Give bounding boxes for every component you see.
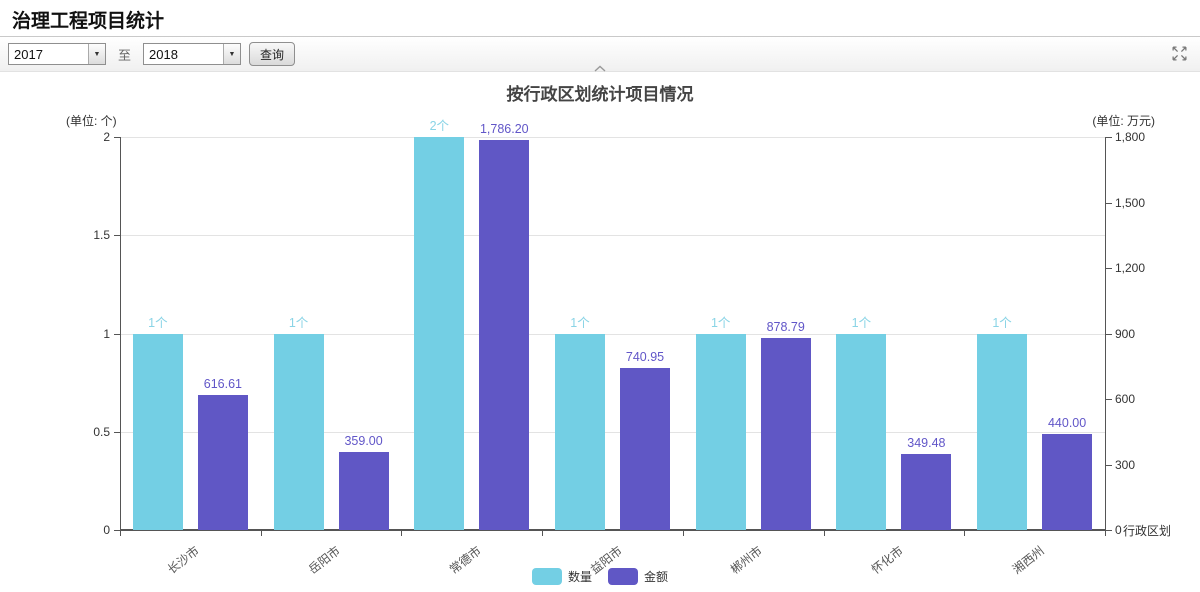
left-axis-unit-label: (单位: 个) bbox=[66, 114, 117, 128]
chart-legend: 数量 金额 bbox=[0, 568, 1200, 585]
right-axis-tick-label: 300 bbox=[1115, 457, 1136, 472]
x-axis-tick bbox=[964, 530, 966, 536]
right-axis-tick bbox=[1106, 464, 1112, 466]
chevron-down-icon[interactable]: ▼ bbox=[223, 44, 241, 64]
bar-数量-湘西州[interactable] bbox=[977, 333, 1028, 530]
x-axis-tick bbox=[401, 530, 403, 536]
legend-item-金额[interactable]: 金额 bbox=[608, 568, 668, 585]
right-axis-tick bbox=[1106, 202, 1112, 204]
bar-数量-益阳市[interactable] bbox=[555, 333, 605, 530]
bar-value-label: 1,786.20 bbox=[479, 122, 529, 136]
legend-item-数量[interactable]: 数量 bbox=[531, 568, 592, 585]
bar-金额-益阳市[interactable] bbox=[620, 368, 670, 530]
bar-value-label: 740.95 bbox=[625, 350, 665, 365]
bar-value-label: 1个 bbox=[288, 315, 309, 330]
bar-value-label: 349.48 bbox=[907, 435, 946, 450]
left-axis-tick bbox=[114, 137, 120, 138]
right-axis-tick bbox=[1106, 333, 1112, 335]
year-to-value: 2018 bbox=[149, 46, 178, 62]
page-header: 治理工程项目统计 bbox=[0, 0, 1200, 37]
legend-swatch bbox=[608, 568, 638, 585]
left-axis-tick bbox=[114, 235, 120, 237]
to-label: 至 bbox=[118, 47, 132, 63]
left-axis-tick-label: 0.5 bbox=[93, 424, 110, 439]
x-axis-tick bbox=[260, 530, 262, 536]
left-axis-tick-label: 2 bbox=[103, 130, 110, 144]
right-axis-tick-label: 1,800 bbox=[1115, 130, 1146, 144]
bar-value-label: 878.79 bbox=[766, 320, 805, 335]
left-axis-tick-label: 1.5 bbox=[93, 228, 110, 243]
right-axis-tick bbox=[1106, 530, 1112, 531]
chart-title: 按行政区划统计项目情况 bbox=[506, 85, 694, 104]
bar-value-label: 616.61 bbox=[203, 377, 242, 392]
right-axis-tick bbox=[1106, 399, 1112, 400]
left-axis-tick bbox=[114, 333, 120, 335]
right-axis-tick-label: 1,200 bbox=[1115, 261, 1146, 275]
x-axis-name: 行政区划 bbox=[1123, 524, 1172, 538]
x-axis-tick bbox=[682, 530, 684, 536]
bar-数量-怀化市[interactable] bbox=[836, 333, 887, 530]
bar-金额-湘西州[interactable] bbox=[1042, 433, 1093, 530]
bar-value-label: 2个 bbox=[429, 119, 450, 133]
query-toolbar: 2017 ▼ 至 2018 ▼ 查询 bbox=[0, 37, 1200, 72]
bar-数量-郴州市[interactable] bbox=[695, 333, 746, 530]
bar-value-label: 1个 bbox=[148, 315, 168, 330]
query-button[interactable]: 查询 bbox=[249, 42, 296, 66]
bar-value-label: 1个 bbox=[710, 315, 731, 330]
left-axis-tick-label: 0 bbox=[103, 523, 110, 537]
x-axis-line bbox=[120, 529, 1106, 531]
bar-value-label: 440.00 bbox=[1047, 415, 1087, 430]
bar-金额-怀化市[interactable] bbox=[901, 453, 952, 530]
left-axis-tick bbox=[114, 530, 120, 531]
bar-金额-常德市[interactable] bbox=[479, 140, 530, 530]
right-axis-tick-label: 600 bbox=[1115, 392, 1136, 406]
right-axis-unit-label: (单位: 万元) bbox=[1092, 114, 1155, 128]
x-axis-tick bbox=[823, 530, 825, 536]
legend-swatch bbox=[531, 568, 562, 585]
x-axis-tick bbox=[1105, 530, 1106, 536]
right-axis-tick bbox=[1106, 137, 1112, 138]
year-from-select[interactable]: 2017 ▼ bbox=[8, 43, 106, 65]
gridline bbox=[120, 235, 1105, 237]
right-y-axis-line bbox=[1105, 137, 1106, 530]
year-to-select[interactable]: 2018 ▼ bbox=[143, 43, 242, 65]
legend-label: 数量 bbox=[567, 570, 592, 584]
bar-value-label: 1个 bbox=[992, 315, 1012, 330]
bar-数量-长沙市[interactable] bbox=[132, 333, 183, 530]
panel-collapse-icon[interactable] bbox=[593, 65, 607, 72]
right-axis-tick-label: 1,500 bbox=[1115, 195, 1146, 210]
bar-value-label: 1个 bbox=[851, 315, 872, 330]
bar-chart: 按行政区划统计项目情况 (单位: 个) (单位: 万元) 数量 金额 0 0.5 1 1… bbox=[0, 72, 1200, 592]
left-y-axis-line bbox=[120, 137, 121, 530]
bar-数量-岳阳市[interactable] bbox=[273, 333, 324, 530]
x-axis-tick bbox=[120, 530, 121, 536]
bar-数量-常德市[interactable] bbox=[414, 137, 465, 530]
bar-金额-长沙市[interactable] bbox=[197, 395, 248, 530]
gridline bbox=[120, 431, 1105, 433]
chevron-down-icon[interactable]: ▼ bbox=[88, 44, 105, 64]
legend-label: 金额 bbox=[644, 570, 669, 584]
gridline bbox=[120, 137, 1105, 138]
page-title: 治理工程项目统计 bbox=[12, 11, 165, 32]
gridline bbox=[120, 333, 1105, 335]
bar-value-label: 359.00 bbox=[344, 433, 383, 448]
bar-金额-岳阳市[interactable] bbox=[338, 451, 389, 530]
x-axis-tick bbox=[542, 530, 544, 536]
bar-金额-郴州市[interactable] bbox=[760, 338, 811, 530]
bar-value-label: 1个 bbox=[570, 315, 590, 330]
left-axis-tick bbox=[114, 431, 120, 433]
right-axis-tick-label: 900 bbox=[1115, 326, 1136, 341]
year-from-value: 2017 bbox=[14, 46, 43, 62]
right-axis-tick bbox=[1106, 268, 1112, 269]
right-axis-tick-label: 0 bbox=[1115, 523, 1122, 537]
fullscreen-expand-icon[interactable] bbox=[1171, 45, 1188, 62]
left-axis-tick-label: 1 bbox=[103, 326, 110, 341]
